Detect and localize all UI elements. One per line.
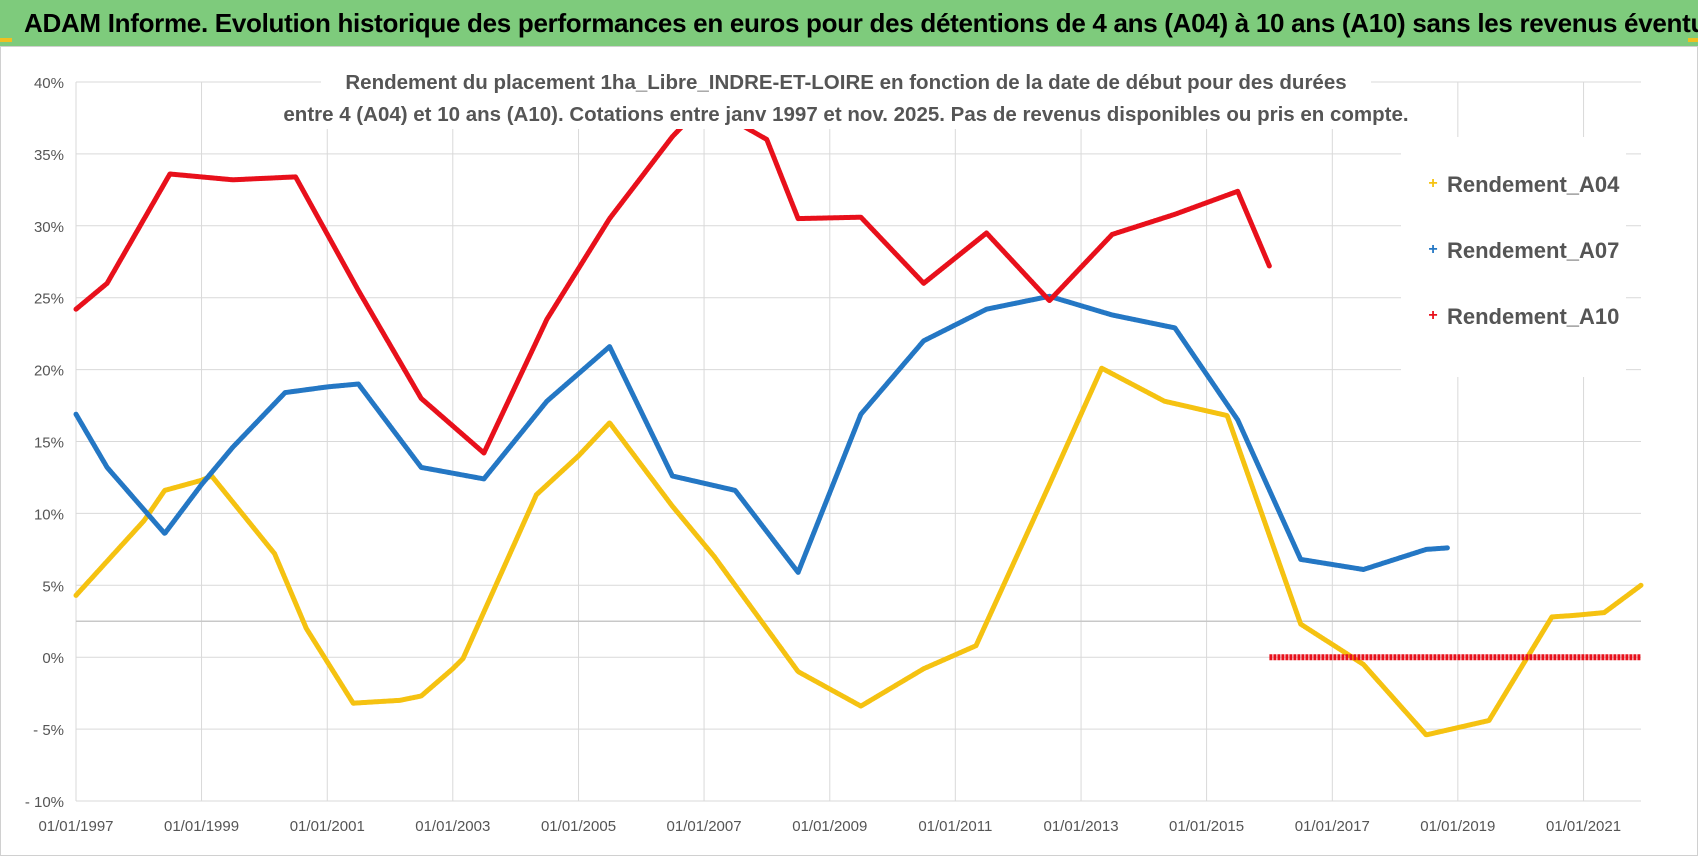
- y-tick-label: 40%: [34, 75, 64, 92]
- legend-entry-Rendement_A04: Rendement_A04: [1447, 172, 1620, 197]
- x-tick-label: 01/01/2005: [541, 818, 616, 835]
- legend-marker: +: [1428, 175, 1437, 192]
- x-tick-label: 01/01/2011: [918, 818, 992, 835]
- legend-entry-Rendement_A07: Rendement_A07: [1447, 238, 1619, 263]
- x-tick-label: 01/01/2001: [290, 818, 365, 835]
- x-tick-label: 01/01/2003: [415, 818, 490, 835]
- y-tick-label: 30%: [34, 219, 64, 236]
- legend-box: [1401, 137, 1626, 377]
- legend-marker: +: [1428, 241, 1437, 258]
- x-tick-label: 01/01/2019: [1420, 818, 1495, 835]
- header-banner: ADAM Informe. Evolution historique des p…: [0, 0, 1698, 46]
- x-tick-label: 01/01/2017: [1295, 818, 1370, 835]
- x-tick-label: 01/01/2015: [1169, 818, 1244, 835]
- y-tick-label: - 5%: [33, 722, 64, 739]
- series-line-Rendement_A07: [73, 293, 1450, 575]
- chart-area: - 10% - 5% 0% 5% 10% 15% 20% 25% 30% 35% 40% 01/01/…: [0, 46, 1698, 856]
- corner-accent-top-left: [0, 38, 12, 42]
- y-tick-label: 0%: [42, 650, 64, 667]
- x-tick-label: 01/01/1997: [38, 818, 113, 835]
- y-tick-label: 15%: [34, 435, 64, 452]
- y-tick-label: 20%: [34, 363, 64, 380]
- y-tick-label: 35%: [34, 147, 64, 164]
- y-tick-label: 5%: [42, 578, 64, 595]
- x-tick-label: 01/01/2009: [792, 818, 867, 835]
- y-tick-label: - 10%: [25, 794, 64, 811]
- chart-title-line: Rendement du placement 1ha_Libre_INDRE-E…: [345, 71, 1346, 94]
- line-chart: - 10% - 5% 0% 5% 10% 15% 20% 25% 30% 35% 40% 01/01/…: [25, 59, 1644, 835]
- chart-title-line: entre 4 (A04) et 10 ans (A10). Cotations…: [283, 103, 1408, 126]
- legend-marker: +: [1428, 307, 1437, 324]
- chart-title-backdrop: [321, 59, 1371, 129]
- y-tick-label: 10%: [34, 506, 64, 523]
- series-line-Rendement_A04: [73, 365, 1644, 738]
- x-tick-label: 01/01/1999: [164, 818, 239, 835]
- corner-accent-top-right: [1688, 38, 1698, 42]
- legend-entry-Rendement_A10: Rendement_A10: [1447, 304, 1619, 329]
- y-tick-label: 25%: [34, 291, 64, 308]
- x-tick-label: 01/01/2013: [1044, 818, 1119, 835]
- banner-title: ADAM Informe. Evolution historique des p…: [24, 8, 1698, 38]
- x-tick-label: 01/01/2007: [667, 818, 742, 835]
- x-tick-label: 01/01/2021: [1546, 818, 1621, 835]
- series-line-Rendement_A10: [73, 101, 1272, 456]
